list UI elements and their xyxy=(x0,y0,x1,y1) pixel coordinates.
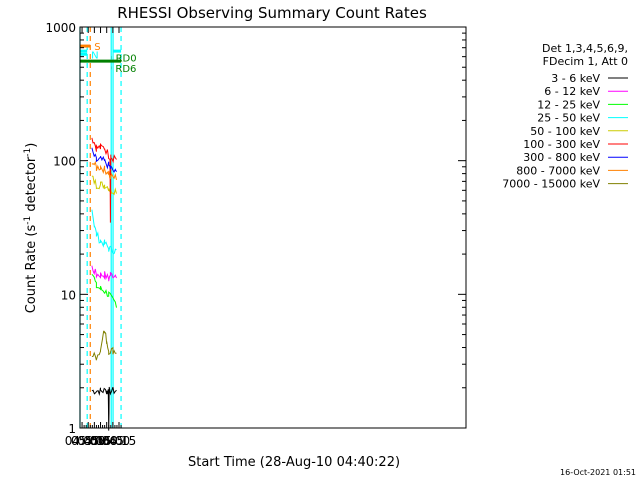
y-tick-label-1: 10 xyxy=(61,288,76,302)
legend-label-6: 300 - 800 keV xyxy=(523,151,600,164)
y-axis: 1 10 100 1000 xyxy=(45,21,466,436)
y-tick-label-0: 1 xyxy=(68,422,76,436)
series-line-7 xyxy=(91,160,117,181)
legend-label-7: 800 - 7000 keV xyxy=(516,164,600,177)
series-line-5 xyxy=(91,137,117,223)
legend-label-3: 25 - 50 keV xyxy=(537,112,600,125)
plot-frame xyxy=(79,26,467,429)
series-group xyxy=(91,137,117,431)
legend-label-1: 6 - 12 keV xyxy=(544,85,600,98)
y-axis-label-mid: detector xyxy=(24,156,39,216)
chart-title: RHESSI Observing Summary Count Rates xyxy=(117,4,427,22)
y-axis-label-exp1: -1 xyxy=(23,216,33,225)
x-tick-label-4: 05:45 xyxy=(89,434,124,448)
footer-timestamp: 16-Oct-2021 01:51 xyxy=(560,468,636,477)
legend-label-4: 50 - 100 keV xyxy=(530,125,600,138)
x-tick-label-1: 05:00 xyxy=(71,434,106,448)
x-tick-label-6: 06:15 xyxy=(102,434,137,448)
x-axis-label: Start Time (28-Aug-10 04:40:22) xyxy=(188,455,400,470)
legend-label-8: 7000 - 15000 keV xyxy=(502,178,600,191)
legend-label-5: 100 - 300 keV xyxy=(523,138,600,151)
y-axis-label: Count Rate (s-1 detector-1) xyxy=(23,143,39,314)
legend-label-2: 12 - 25 keV xyxy=(537,98,600,111)
flag-label-2: S xyxy=(94,42,100,53)
series-line-2 xyxy=(91,274,117,308)
x-tick-label-3: 05:30 xyxy=(83,434,118,448)
y-axis-label-end: ) xyxy=(24,143,39,148)
x-tick-label-0: 04:45 xyxy=(65,434,100,448)
series-line-3 xyxy=(91,209,117,255)
series-line-6 xyxy=(91,147,117,173)
flag-label-1: N xyxy=(91,50,98,61)
series-line-8 xyxy=(91,330,117,361)
legend-label-0: 3 - 6 keV xyxy=(551,72,600,85)
flag-label-5: RD6 xyxy=(115,64,136,75)
x-tick-label-5: 06:00 xyxy=(96,434,131,448)
legend-header-0: Det 1,3,4,5,6,9, xyxy=(542,42,628,55)
legend-header-1: FDecim 1, Att 0 xyxy=(543,55,628,68)
y-axis-label-main: Count Rate (s xyxy=(24,225,39,314)
y-tick-label-2: 100 xyxy=(53,155,76,169)
x-tick-label-2: 05:15 xyxy=(77,434,112,448)
y-tick-label-3: 1000 xyxy=(45,21,76,35)
series-line-1 xyxy=(91,265,117,282)
flag-label-4: RD0 xyxy=(116,54,137,65)
legend: Det 1,3,4,5,6,9,FDecim 1, Att 0 3 - 6 keV… xyxy=(502,42,628,191)
series-line-4 xyxy=(91,175,117,196)
series-line-0 xyxy=(91,386,117,431)
y-axis-label-exp2: -1 xyxy=(23,148,33,157)
